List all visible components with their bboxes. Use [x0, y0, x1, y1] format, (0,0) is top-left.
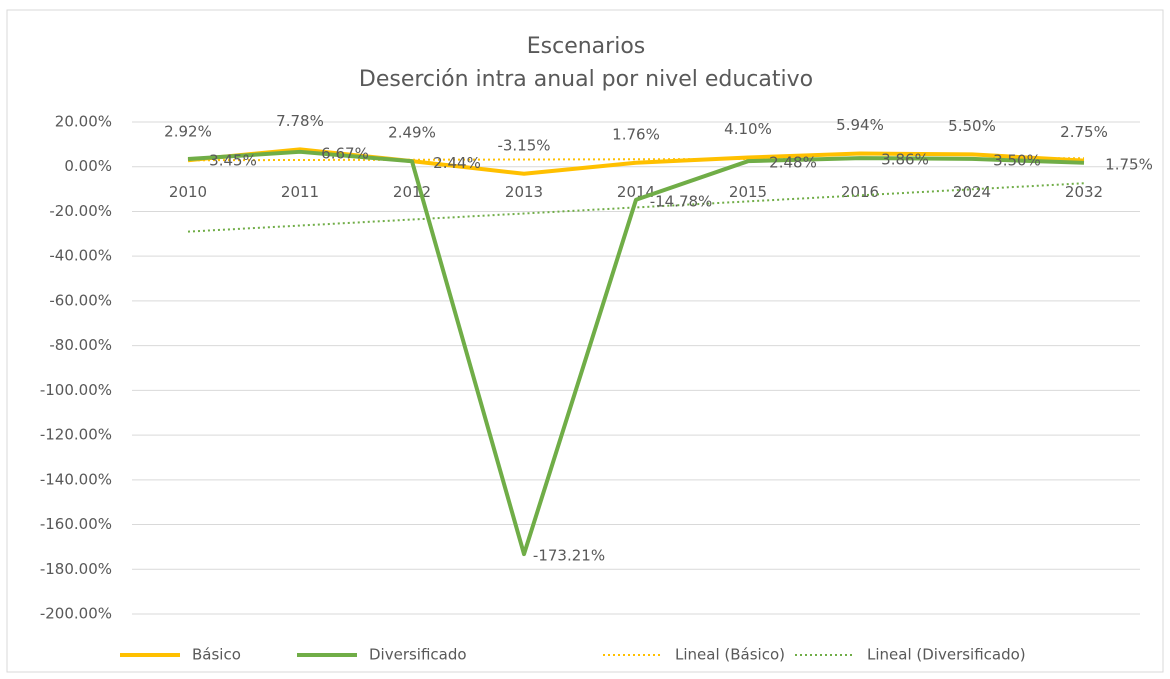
data-label: 2.92%	[164, 123, 212, 141]
data-label: 1.75%	[1105, 155, 1153, 173]
chart-frame	[6, 9, 1164, 673]
data-label: 3.50%	[993, 151, 1041, 169]
x-tick-label: 2032	[1065, 183, 1103, 201]
data-label: 2.49%	[388, 124, 436, 142]
x-tick-label: 2013	[505, 183, 543, 201]
y-tick-label: -60.00%	[49, 291, 112, 309]
y-tick-label: -80.00%	[49, 336, 112, 354]
data-label: 5.94%	[836, 116, 884, 134]
x-tick-label: 2015	[729, 183, 767, 201]
data-label: 5.50%	[948, 117, 996, 135]
y-tick-label: -40.00%	[49, 247, 112, 265]
y-tick-label: -180.00%	[40, 560, 112, 578]
y-tick-label: -100.00%	[40, 381, 112, 399]
y-tick-label: 20.00%	[55, 113, 112, 131]
data-label: 1.76%	[612, 125, 660, 143]
data-label: 4.10%	[724, 120, 772, 138]
y-tick-label: -120.00%	[40, 426, 112, 444]
data-label: 2.48%	[769, 154, 817, 172]
data-label: 3.45%	[209, 152, 257, 170]
data-label: 7.78%	[276, 112, 324, 130]
data-label: -14.78%	[650, 192, 713, 210]
y-tick-label: 0.00%	[64, 157, 112, 175]
legend-label: Diversificado	[369, 646, 467, 664]
data-label: -3.15%	[497, 136, 550, 154]
chart-subtitle: Deserción intra anual por nivel educativ…	[359, 67, 813, 92]
x-tick-label: 2012	[393, 183, 431, 201]
x-tick-label: 2011	[281, 183, 319, 201]
x-tick-label: 2016	[841, 183, 879, 201]
chart-title: Escenarios	[527, 34, 646, 59]
data-label: 3.86%	[881, 151, 929, 169]
legend-label: Lineal (Básico)	[675, 646, 785, 664]
x-tick-label: 2024	[953, 183, 991, 201]
data-label: 6.67%	[321, 144, 369, 162]
data-label: -173.21%	[533, 547, 605, 565]
y-tick-label: -140.00%	[40, 470, 112, 488]
legend-label: Lineal (Diversificado)	[867, 646, 1026, 664]
y-tick-label: -20.00%	[49, 202, 112, 220]
y-tick-label: -160.00%	[40, 515, 112, 533]
data-label: 2.75%	[1060, 123, 1108, 141]
x-tick-label: 2010	[169, 183, 207, 201]
y-tick-label: -200.00%	[40, 605, 112, 623]
series-line	[187, 149, 1085, 557]
data-label: 2.44%	[433, 154, 481, 172]
legend-label: Básico	[192, 646, 241, 664]
